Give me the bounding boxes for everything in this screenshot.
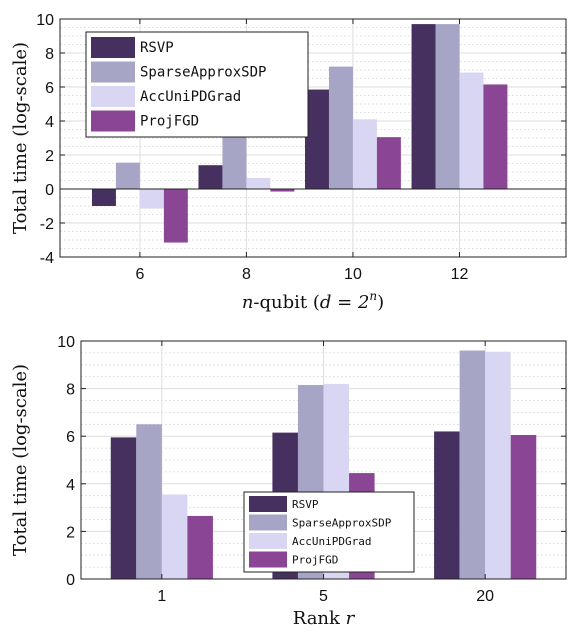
legend-swatch-rsvp xyxy=(91,37,135,58)
y-tick-label: 6 xyxy=(45,80,54,97)
y-tick-label: -4 xyxy=(40,250,54,267)
y-tick-label: 8 xyxy=(45,46,54,63)
y-tick-label: 10 xyxy=(36,12,54,29)
y-tick-label: 4 xyxy=(66,477,75,494)
x-tick-label: 20 xyxy=(476,588,494,605)
axes-box xyxy=(59,18,567,258)
bar-accunipdgrad-1 xyxy=(161,494,188,579)
x-tick-label: 10 xyxy=(344,266,362,283)
legend-label-projfgd: ProjFGD xyxy=(292,554,338,567)
legend-swatch-sparseapproxsdp xyxy=(249,514,287,531)
y-tick-label: -2 xyxy=(40,216,54,233)
bar-projfgd-8 xyxy=(270,189,295,192)
legend-swatch-projfgd xyxy=(91,110,135,132)
bar-sparseapproxsdp-6 xyxy=(115,162,140,189)
x-axis-label-part: n xyxy=(369,289,377,303)
bar-projfgd-10 xyxy=(376,137,401,189)
bar-sparseapproxsdp-10 xyxy=(328,66,353,189)
legend-label-rsvp: RSVP xyxy=(292,498,319,511)
legend-swatch-accunipdgrad xyxy=(249,533,287,549)
bar-projfgd-12 xyxy=(483,84,508,189)
bar-accunipdgrad-8 xyxy=(246,177,271,189)
bar-rsvp-1 xyxy=(110,437,137,579)
legend-label-sparseapproxsdp: SparseApproxSDP xyxy=(292,517,392,530)
legend-swatch-accunipdgrad xyxy=(91,86,135,107)
x-axis-label-part: r xyxy=(346,608,356,629)
x-tick-label: 12 xyxy=(451,266,469,283)
legend-label-accunipdgrad: AccUniPDGrad xyxy=(140,89,241,105)
y-tick-label: 0 xyxy=(45,182,54,199)
y-tick-label: 4 xyxy=(45,114,54,131)
y-tick-label: 6 xyxy=(66,429,75,446)
legend-label-rsvp: RSVP xyxy=(140,40,174,56)
legend-label-projfgd: ProjFGD xyxy=(140,114,199,130)
x-axis-label-part: d = 2 xyxy=(320,292,370,313)
y-tick-label: 0 xyxy=(66,572,75,589)
bar-rsvp-10 xyxy=(305,89,329,189)
bar-accunipdgrad-20 xyxy=(485,351,511,579)
bar-projfgd-1 xyxy=(187,515,213,579)
bar-accunipdgrad-12 xyxy=(459,72,484,189)
bar-accunipdgrad-10 xyxy=(352,119,377,189)
bar-sparseapproxsdp-1 xyxy=(136,424,162,579)
legend-swatch-projfgd xyxy=(249,551,287,568)
legend-label-sparseapproxsdp: SparseApproxSDP xyxy=(140,65,266,81)
bar-rsvp-6 xyxy=(91,189,116,206)
chart-top: -4 -2 0 2 4 6 8 10 6 8 10 12 Total time (log-scale) n… xyxy=(10,12,567,313)
bar-rsvp-12 xyxy=(411,24,436,189)
x-tick-label: 8 xyxy=(242,266,251,283)
x-axis-label: n-qubit (d = 2n) xyxy=(242,289,384,313)
x-axis-label: Rank r xyxy=(293,608,356,629)
legend-swatch-sparseapproxsdp xyxy=(91,61,135,83)
x-axis-label-part: -qubit ( xyxy=(253,292,319,313)
y-tick-label: 2 xyxy=(45,148,54,165)
bar-projfgd-20 xyxy=(510,435,537,579)
legend-swatch-rsvp xyxy=(249,496,287,512)
bar-projfgd-6 xyxy=(163,189,188,243)
y-axis-label: Total time (log-scale) xyxy=(10,42,31,234)
x-tick-label: 5 xyxy=(319,588,328,605)
bar-sparseapproxsdp-20 xyxy=(459,350,486,579)
bar-rsvp-20 xyxy=(434,431,460,579)
y-tick-label: 10 xyxy=(57,334,75,351)
bar-sparseapproxsdp-12 xyxy=(435,24,460,189)
x-axis-label-part: n xyxy=(242,292,254,313)
y-axis-label: Total time (log-scale) xyxy=(10,364,31,556)
x-tick-label: 1 xyxy=(157,588,166,605)
x-axis-label-part: Rank xyxy=(293,608,346,629)
x-axis-label-part: ) xyxy=(377,292,384,313)
y-tick-label: 2 xyxy=(66,524,75,541)
bar-accunipdgrad-6 xyxy=(139,189,164,209)
y-tick-label: 8 xyxy=(66,382,75,399)
bar-rsvp-8 xyxy=(198,165,223,189)
x-tick-label: 6 xyxy=(135,266,144,283)
legend-label-accunipdgrad: AccUniPDGrad xyxy=(292,535,371,548)
